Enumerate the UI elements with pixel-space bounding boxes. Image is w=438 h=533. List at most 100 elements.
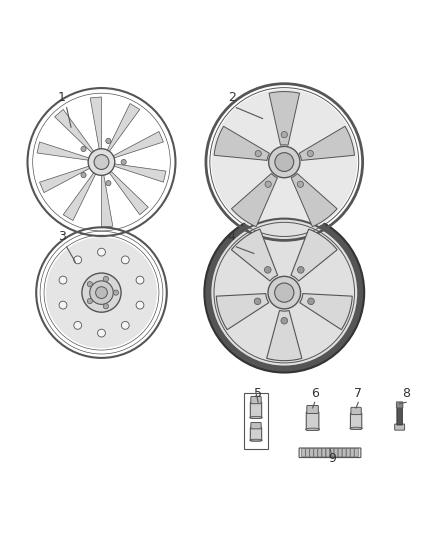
Circle shape [268, 276, 300, 309]
Polygon shape [299, 126, 354, 160]
FancyBboxPatch shape [299, 448, 361, 457]
Circle shape [121, 159, 126, 165]
Circle shape [297, 181, 304, 188]
Circle shape [281, 317, 288, 324]
Text: 4: 4 [228, 230, 236, 244]
Polygon shape [114, 164, 166, 182]
Circle shape [74, 256, 81, 264]
Circle shape [307, 298, 314, 305]
FancyBboxPatch shape [342, 449, 346, 457]
Polygon shape [110, 171, 148, 215]
Circle shape [121, 256, 129, 264]
Circle shape [275, 152, 294, 172]
Circle shape [81, 173, 86, 177]
Polygon shape [37, 142, 89, 160]
FancyBboxPatch shape [395, 424, 405, 430]
Polygon shape [63, 173, 95, 221]
Circle shape [59, 276, 67, 284]
Circle shape [265, 181, 271, 188]
Text: 2: 2 [228, 91, 236, 104]
FancyBboxPatch shape [251, 423, 261, 429]
Text: 9: 9 [328, 453, 336, 465]
FancyBboxPatch shape [397, 405, 403, 425]
FancyBboxPatch shape [346, 449, 350, 457]
FancyBboxPatch shape [251, 402, 261, 418]
Circle shape [136, 301, 144, 309]
Circle shape [46, 237, 157, 348]
Circle shape [94, 155, 109, 169]
Circle shape [103, 276, 109, 281]
Circle shape [74, 321, 81, 329]
FancyBboxPatch shape [322, 449, 326, 457]
FancyBboxPatch shape [310, 449, 314, 457]
Text: 1: 1 [58, 91, 66, 104]
Ellipse shape [305, 428, 320, 431]
Circle shape [297, 266, 304, 273]
FancyBboxPatch shape [334, 449, 338, 457]
Circle shape [98, 248, 106, 256]
Circle shape [212, 89, 357, 235]
Circle shape [103, 304, 109, 309]
FancyBboxPatch shape [251, 397, 261, 403]
FancyBboxPatch shape [251, 427, 261, 441]
FancyBboxPatch shape [396, 402, 403, 408]
Text: 7: 7 [354, 387, 362, 400]
Polygon shape [231, 173, 277, 227]
Circle shape [82, 273, 121, 312]
Polygon shape [300, 294, 352, 330]
Ellipse shape [250, 416, 262, 418]
FancyBboxPatch shape [306, 412, 319, 430]
Circle shape [268, 147, 300, 177]
Circle shape [106, 139, 111, 143]
Polygon shape [39, 166, 90, 192]
FancyBboxPatch shape [306, 449, 310, 457]
FancyBboxPatch shape [354, 449, 358, 457]
Polygon shape [291, 229, 337, 281]
Circle shape [307, 150, 314, 157]
FancyBboxPatch shape [350, 449, 354, 457]
Polygon shape [269, 92, 300, 145]
FancyBboxPatch shape [314, 449, 318, 457]
Polygon shape [216, 294, 269, 330]
FancyBboxPatch shape [307, 406, 318, 414]
Circle shape [59, 301, 67, 309]
Text: 5: 5 [254, 387, 262, 400]
Polygon shape [102, 175, 113, 227]
FancyBboxPatch shape [302, 449, 305, 457]
Circle shape [281, 132, 287, 138]
Polygon shape [113, 132, 163, 158]
Bar [244, 393, 268, 449]
Circle shape [87, 281, 92, 287]
Circle shape [210, 219, 358, 367]
Polygon shape [90, 97, 102, 149]
Polygon shape [291, 173, 337, 227]
Ellipse shape [350, 427, 362, 430]
FancyBboxPatch shape [338, 449, 342, 457]
Circle shape [255, 150, 261, 157]
Polygon shape [214, 126, 269, 160]
FancyBboxPatch shape [351, 407, 361, 415]
Ellipse shape [250, 439, 262, 441]
Circle shape [87, 298, 92, 304]
Polygon shape [55, 109, 94, 153]
Circle shape [106, 181, 111, 185]
Polygon shape [107, 103, 140, 151]
Text: 8: 8 [402, 387, 410, 400]
Circle shape [90, 281, 113, 304]
Polygon shape [267, 311, 302, 361]
Circle shape [205, 213, 364, 373]
Circle shape [81, 147, 86, 151]
Circle shape [121, 321, 129, 329]
Polygon shape [231, 229, 278, 281]
FancyBboxPatch shape [330, 449, 334, 457]
FancyBboxPatch shape [318, 449, 321, 457]
Circle shape [113, 290, 118, 295]
Circle shape [95, 287, 107, 298]
Circle shape [98, 329, 106, 337]
FancyBboxPatch shape [326, 449, 330, 457]
Circle shape [275, 283, 294, 302]
Circle shape [254, 298, 261, 305]
Circle shape [265, 266, 271, 273]
FancyBboxPatch shape [350, 413, 362, 429]
Circle shape [88, 149, 115, 175]
